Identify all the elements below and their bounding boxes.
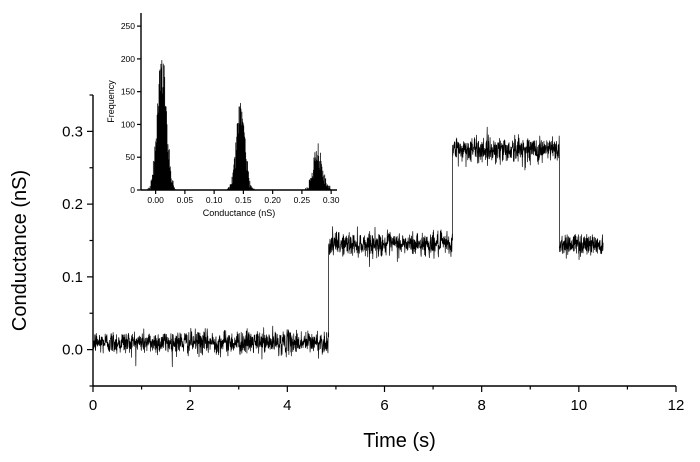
inset-x-tick-label: 0.15 [235, 195, 252, 205]
y-axis-title: Conductance (nS) [9, 170, 31, 331]
y-tick-label: 0.2 [62, 196, 83, 213]
conductance-trace [92, 126, 604, 368]
histogram-bars [146, 60, 331, 191]
x-tick-label: 8 [477, 397, 485, 414]
x-axis-title: Time (s) [363, 430, 436, 452]
inset-y-tick-label: 50 [126, 152, 136, 162]
inset-x-tick-label: 0.05 [177, 195, 194, 205]
inset-y-tick-label: 150 [121, 87, 135, 97]
inset-y-tick-label: 100 [121, 119, 135, 129]
x-tick-label: 10 [570, 397, 587, 414]
main-plot: 0 2 4 6 8 10 12 0.0 0.1 0.2 0.3 Time (s) Conductance… [9, 94, 685, 452]
inset-x-tick-label: 0.00 [147, 195, 164, 205]
y-tick-label: 0.0 [62, 342, 83, 359]
inset-x-tick-label: 0.25 [294, 195, 311, 205]
inset-y-tick-label: 0 [130, 185, 135, 195]
inset-x-tick-label: 0.30 [323, 195, 340, 205]
y-tick-label: 0.1 [62, 269, 83, 286]
inset-x-tick-label: 0.20 [264, 195, 281, 205]
x-tick-label: 4 [283, 397, 291, 414]
inset-y-tick-label: 250 [121, 21, 135, 31]
inset-y-tick-label: 200 [121, 54, 135, 64]
inset-histogram: 0.00 0.05 0.10 0.15 0.20 0.25 0.30 0 50 100 150 200… [106, 13, 340, 218]
x-tick-label: 0 [89, 397, 97, 414]
y-tick-label: 0.3 [62, 123, 83, 140]
inset-x-axis-title: Conductance (nS) [203, 208, 276, 218]
inset-x-tick-label: 0.10 [206, 195, 223, 205]
inset-y-axis-title: Frequency [106, 80, 116, 123]
x-tick-label: 6 [380, 397, 388, 414]
x-tick-label: 12 [668, 397, 685, 414]
x-tick-label: 2 [186, 397, 194, 414]
